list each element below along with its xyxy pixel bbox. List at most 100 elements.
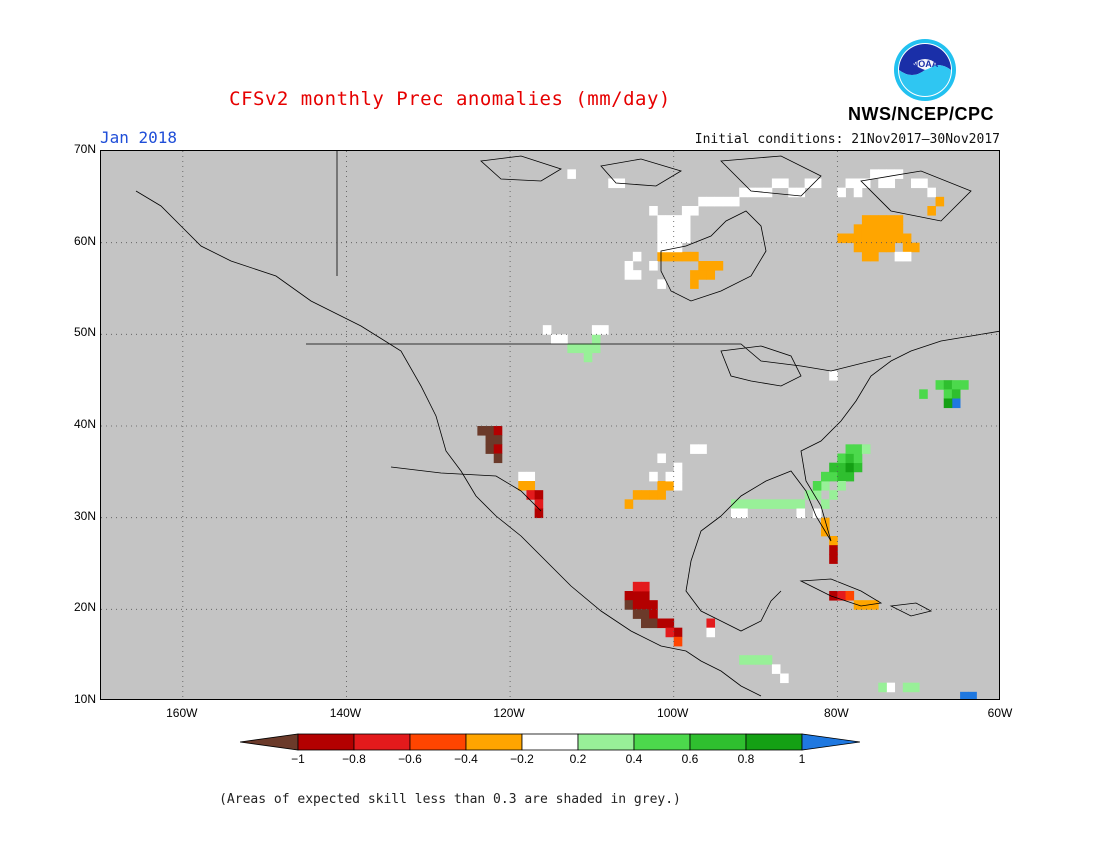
anomaly-cell (698, 196, 707, 207)
arctic-islands (480, 155, 972, 222)
anomaly-cell (673, 251, 683, 262)
anomaly-cell (755, 655, 765, 665)
noaa-logo-icon: NOAA (894, 39, 956, 101)
anomaly-cell (829, 554, 838, 564)
anomaly-cell (878, 242, 887, 253)
colorbar-label: −0.6 (398, 752, 422, 766)
anomaly-cell (796, 508, 806, 519)
colorbar-label: −0.2 (510, 752, 534, 766)
great-lakes-outline (720, 345, 802, 387)
colorbar-label: −0.4 (454, 752, 478, 766)
longitude-label: 100W (657, 706, 689, 720)
anomaly-cells (477, 169, 977, 699)
anomaly-cell (837, 591, 846, 601)
anomaly-cell (641, 618, 650, 629)
anomaly-cell (690, 251, 699, 262)
anomaly-cell (829, 371, 838, 381)
anomaly-cell (747, 499, 756, 509)
anomaly-cell (673, 481, 683, 491)
anomaly-cell (919, 178, 928, 189)
colorbar-swatch (240, 733, 299, 751)
anomaly-cell (739, 187, 748, 198)
us-canada-border (306, 343, 892, 372)
anomaly-cell (911, 178, 920, 189)
anomaly-cell (690, 444, 699, 454)
colorbar-swatch (577, 733, 635, 751)
anomaly-cell (861, 251, 871, 262)
anomaly-cell (665, 627, 675, 638)
anomaly-cell (649, 609, 658, 619)
anomaly-cell (845, 233, 855, 244)
anomaly-cell (673, 471, 683, 482)
anomaly-cell (870, 215, 879, 225)
anomaly-cell (755, 499, 765, 509)
anomaly-cell (927, 206, 936, 216)
anomaly-cell (886, 224, 896, 234)
initial-conditions: Initial conditions: 21Nov2017–30Nov2017 (694, 132, 1000, 147)
longitude-label: 80W (824, 706, 849, 720)
anomaly-cell (657, 233, 666, 244)
anomaly-cell (853, 462, 863, 473)
anomaly-cell (821, 471, 830, 482)
colorbar-swatch (633, 733, 691, 751)
latitude-label: 50N (73, 325, 96, 340)
longitude-label: 60W (987, 706, 1013, 720)
anomaly-cell (657, 453, 666, 464)
anomaly-cell (649, 490, 658, 500)
anomaly-cell (788, 187, 797, 198)
anomaly-cell (641, 600, 650, 610)
anomaly-cell (575, 343, 585, 354)
anomaly-cell (927, 187, 936, 198)
latitude-label: 10N (73, 692, 96, 706)
anomaly-cell (657, 215, 666, 225)
colorbar-label: 0.8 (737, 752, 755, 766)
anomaly-cell (657, 251, 666, 262)
anomaly-cell (681, 251, 691, 262)
anomaly-cell (591, 325, 601, 335)
anomaly-cell (526, 490, 536, 500)
anomaly-cell (641, 490, 650, 500)
anomaly-cell (747, 655, 756, 665)
anomaly-cell (493, 435, 503, 445)
anomaly-cell (632, 600, 642, 610)
anomaly-cell (673, 215, 683, 225)
anomaly-cell (853, 187, 863, 198)
anomaly-cell (960, 380, 969, 390)
anomaly-cell (649, 600, 658, 610)
anomaly-cell (812, 178, 822, 189)
colorbar-swatch (801, 733, 860, 751)
colorbar-label: 0.2 (569, 752, 587, 766)
anomaly-cell (902, 682, 912, 693)
anomaly-cell (632, 270, 642, 280)
colorbar-swatch (297, 733, 355, 751)
anomaly-cell (681, 215, 691, 225)
hispaniola-outline (889, 602, 933, 617)
anomaly-cell (829, 462, 838, 473)
anomaly-cell (681, 233, 691, 244)
anomaly-cell (526, 481, 536, 491)
anomaly-cell (641, 609, 650, 619)
anomaly-cell (821, 481, 830, 491)
anomaly-cell (837, 233, 846, 244)
anomaly-cell (829, 591, 838, 601)
anomaly-cell (870, 251, 879, 262)
latitude-label: 30N (73, 508, 96, 523)
anomaly-cell (845, 471, 855, 482)
latitude-label: 60N (73, 233, 96, 248)
anomaly-cell (714, 196, 724, 207)
anomaly-cell (911, 682, 920, 693)
anomaly-cell (731, 508, 740, 519)
anomaly-cell (755, 187, 765, 198)
anomaly-cell (624, 600, 634, 610)
longitude-label: 160W (166, 706, 198, 720)
anomaly-cell (706, 196, 716, 207)
anomaly-cell (861, 224, 871, 234)
anomaly-cell (878, 169, 887, 179)
anomaly-cell (894, 215, 904, 225)
anomaly-cell (796, 499, 806, 509)
longitude-label: 120W (493, 706, 525, 720)
anomaly-cell (649, 206, 658, 216)
anomaly-cell (861, 233, 871, 244)
anomaly-cell (812, 490, 822, 500)
anomaly-cell (591, 343, 601, 354)
